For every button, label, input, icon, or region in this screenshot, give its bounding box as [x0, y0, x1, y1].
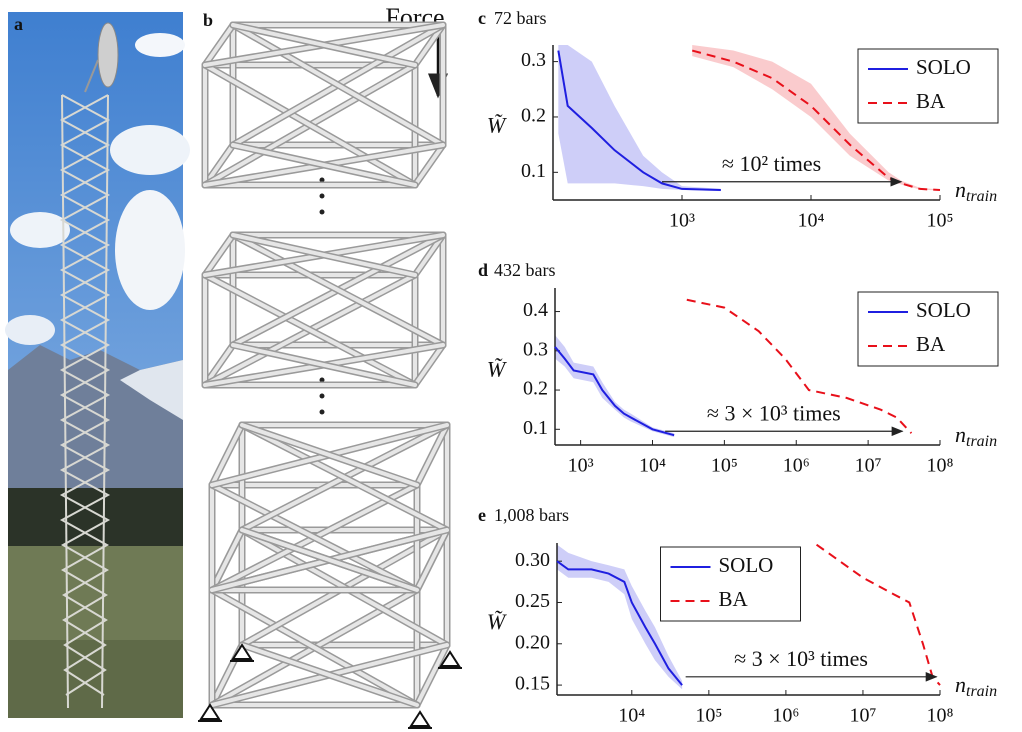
x-tick-label: 10⁵: [927, 210, 954, 232]
chart: c 72 bars W̃ ntrain 0.1 0.2 0.3 10³ 10⁴ 10⁵ ≈ 10² …: [478, 8, 998, 231]
legend-label: SOLO: [719, 553, 774, 577]
x-tick-label: 10⁴: [618, 705, 645, 727]
legend-label: BA: [916, 89, 946, 113]
y-axis-label: W̃: [487, 113, 507, 138]
panel-label: e: [478, 505, 486, 525]
y-tick-label: 0.3: [523, 338, 548, 360]
panel-label: a: [14, 14, 23, 34]
x-axis-label-sub: train: [966, 683, 997, 700]
y-tick-label: 0.25: [515, 590, 550, 612]
panel-label: b: [203, 10, 213, 30]
truss-diagram: b Force: [198, 3, 462, 728]
y-tick-label: 0.30: [515, 549, 550, 571]
panel-label: c: [478, 8, 486, 28]
x-tick-label: 10³: [568, 455, 594, 477]
figure: a b Force c 72 bars W̃ ntrain 0.1 0.2 0.3 10³ 10…: [0, 0, 1022, 732]
chart-title: 432 bars: [494, 260, 556, 280]
y-tick-label: 0.2: [523, 378, 548, 400]
support: [408, 712, 432, 728]
x-tick-label: 10⁵: [695, 705, 722, 727]
x-axis-label: ntrain: [955, 672, 997, 700]
x-axis-label-sub: train: [966, 188, 997, 205]
y-tick-label: 0.20: [515, 631, 550, 653]
annotation-text: ≈ 3 × 10³ times: [707, 400, 841, 425]
y-tick-label: 0.2: [521, 105, 546, 127]
y-tick-label: 0.3: [521, 49, 546, 71]
x-axis-label-sub: train: [966, 433, 997, 450]
x-axis-label: ntrain: [955, 177, 997, 205]
legend-label: BA: [916, 332, 946, 356]
photo: a: [5, 12, 190, 718]
chart-title: 1,008 bars: [494, 505, 569, 525]
legend-label: SOLO: [916, 298, 971, 322]
x-tick-label: 10⁴: [639, 455, 666, 477]
x-tick-label: 10⁵: [711, 455, 738, 477]
y-axis-label: W̃: [487, 357, 507, 382]
chart: e 1,008 bars W̃ ntrain 0.15 0.20 0.25 0.30 10⁴ 10…: [478, 505, 997, 726]
y-tick-label: 0.4: [523, 299, 548, 321]
x-tick-label: 10⁶: [772, 705, 799, 727]
x-tick-label: 10⁶: [783, 455, 810, 477]
x-tick-label: 10⁸: [927, 705, 954, 727]
chart: d 432 bars W̃ ntrain 0.1 0.2 0.3 0.4 10³ 10⁴ 10⁵ 10…: [478, 260, 998, 476]
series-line: [555, 347, 674, 435]
x-tick-label: 10⁷: [855, 455, 882, 477]
y-tick-label: 0.15: [515, 673, 550, 695]
x-axis-label: ntrain: [955, 422, 997, 450]
y-axis-label: W̃: [487, 609, 507, 634]
legend-label: SOLO: [916, 55, 971, 79]
annotation-text: ≈ 10² times: [722, 151, 821, 176]
y-tick-label: 0.1: [523, 417, 548, 439]
legend-label: BA: [719, 587, 749, 611]
panel-label: d: [478, 260, 488, 280]
x-tick-label: 10³: [669, 210, 695, 232]
x-tick-label: 10⁷: [849, 705, 876, 727]
y-tick-label: 0.1: [521, 160, 546, 182]
annotation-text: ≈ 3 × 10³ times: [734, 646, 868, 671]
chart-title: 72 bars: [494, 8, 547, 28]
x-tick-label: 10⁸: [927, 455, 954, 477]
x-tick-label: 10⁴: [798, 210, 825, 232]
uncertainty-band: [555, 335, 674, 437]
